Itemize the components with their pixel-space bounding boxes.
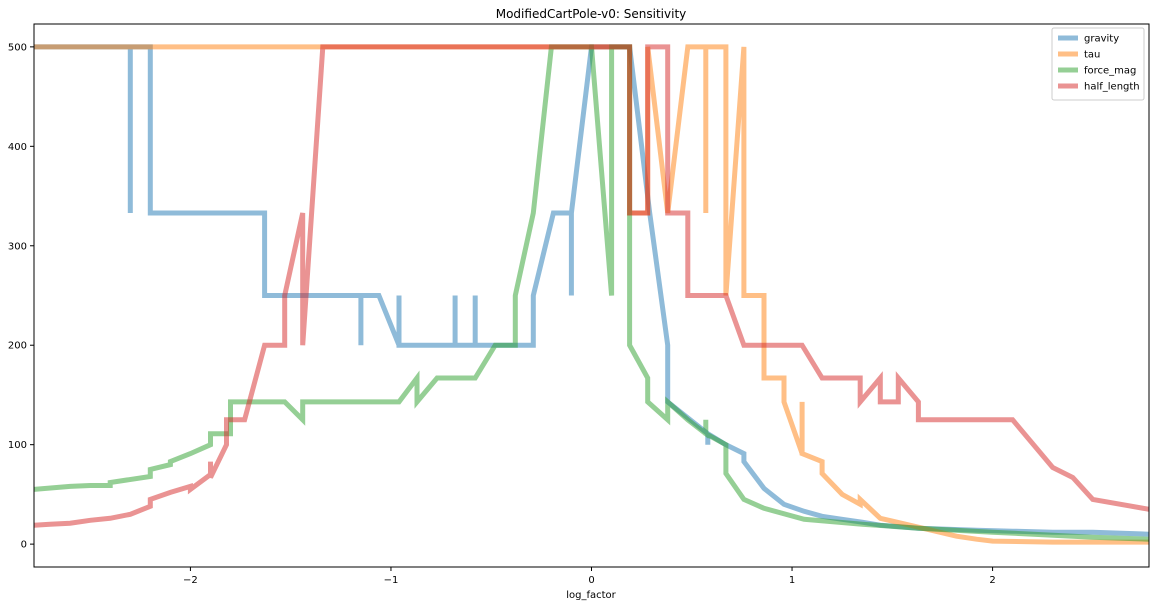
chart-title: ModifiedCartPole-v0: Sensitivity xyxy=(496,7,687,21)
x-axis-label: log_factor xyxy=(566,590,616,601)
plot-frame xyxy=(33,23,1150,568)
axes: −2 −1 0 1 2 0 100 200 300 400 500 xyxy=(8,23,1150,586)
series-line-gravity xyxy=(34,44,1149,537)
x-tick-label: −2 xyxy=(183,575,198,586)
plot-lines xyxy=(34,44,1149,545)
x-tick-label: 1 xyxy=(789,575,795,586)
series-line-half-length xyxy=(34,44,1149,528)
series-line-force-mag xyxy=(34,44,1149,542)
y-tick-label: 100 xyxy=(8,440,27,451)
x-tick-label: 0 xyxy=(588,575,594,586)
x-tick-label: 2 xyxy=(989,575,995,586)
y-tick-label: 400 xyxy=(8,142,27,153)
legend-box xyxy=(1051,27,1145,101)
legend-label-tau: tau xyxy=(1084,50,1100,61)
y-tick-label: 0 xyxy=(21,540,27,551)
y-tick-label: 200 xyxy=(8,341,27,352)
legend: gravity tau force_mag half_length xyxy=(1051,27,1145,101)
legend-label-half-length: half_length xyxy=(1084,82,1140,93)
y-tick-label: 500 xyxy=(8,42,27,53)
x-tick-label: −1 xyxy=(384,575,399,586)
series-line-tau xyxy=(34,44,1149,545)
legend-label-gravity: gravity xyxy=(1084,34,1119,45)
legend-label-force-mag: force_mag xyxy=(1084,66,1136,77)
y-tick-label: 300 xyxy=(8,241,27,252)
